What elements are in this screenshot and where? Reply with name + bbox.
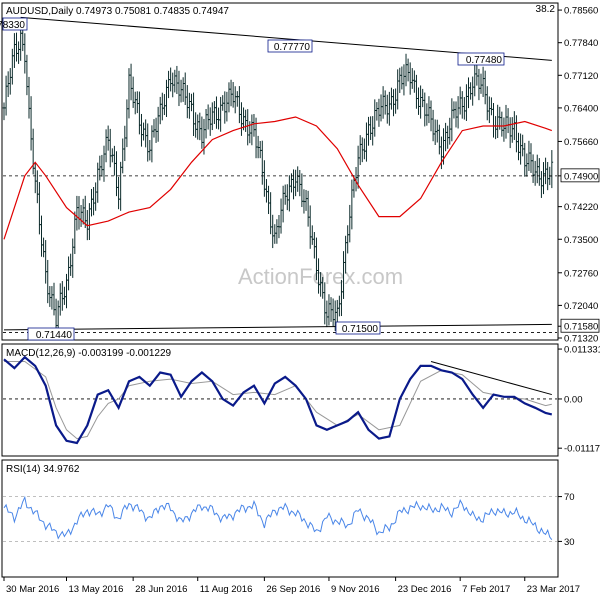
x-tick-label: 23 Mar 2017	[527, 584, 580, 595]
rsi-panel-frame	[1, 459, 559, 578]
price-y-tick-label: 0.77840	[564, 38, 598, 49]
rsi-line	[3, 495, 553, 541]
price-panel-frame	[1, 2, 559, 341]
ohlc-close: 0.74947	[193, 6, 230, 17]
price-y-tick-label: 0.78560	[564, 6, 598, 17]
ohlc-high: 0.75081	[115, 6, 152, 17]
price-y-tick-label: 0.74900	[564, 171, 598, 182]
fib-level-label: 38.2	[536, 4, 556, 15]
macd-y-tick-label: 0.00	[564, 394, 583, 405]
x-tick-label: 9 Nov 2016	[331, 584, 380, 595]
rsi-title: RSI(14) 34.9762	[6, 464, 80, 475]
rsi-panel: RSI(14) 34.9762 70 30	[1, 459, 575, 578]
price-panel: AUDUSD,Daily 0.74973 0.75081 0.74835 0.7…	[0, 2, 600, 345]
ohlc-open: 0.74973	[76, 6, 113, 17]
price-annotation-label: 0.71440	[36, 330, 73, 341]
price-annotation-label: 0.71500	[342, 324, 379, 335]
x-axis: 30 Mar 2016 13 May 2016 28 Jun 2016 11 Aug …	[3, 577, 580, 595]
ohlc-low: 0.74835	[154, 6, 191, 17]
price-y-tick-label: 0.72760	[564, 268, 598, 279]
last-price-box	[560, 168, 600, 183]
macd-panel-frame	[1, 343, 559, 457]
price-y-tick-label: 0.76400	[564, 103, 598, 114]
price-y-tick-label: 0.72040	[564, 301, 598, 312]
price-y-tick-label: 0.71320	[564, 334, 598, 345]
price-y-tick-label: 0.75660	[564, 137, 598, 148]
x-tick-label: 13 May 2016	[68, 584, 123, 595]
x-tick-label: 30 Mar 2016	[6, 584, 59, 595]
macd-y-tick-label: 0.011331	[564, 345, 600, 356]
price-annotation-label: 0.77480	[466, 55, 503, 66]
macd-title: MACD(12,26,9) -0.003199 -0.001229	[6, 348, 172, 359]
price-annotation-box	[335, 321, 381, 335]
price-annotation-box	[267, 39, 313, 53]
price-y-tick-label: 0.74220	[564, 202, 598, 213]
price-annotation-label: 0.78330	[0, 20, 25, 31]
price-panel-title: AUDUSD,Daily 0.74973 0.75081 0.74835 0.7…	[6, 6, 229, 17]
price-annotation-box	[27, 327, 75, 341]
price-annotation-box	[2, 17, 28, 31]
rsi-y-tick-label: 30	[564, 537, 575, 548]
x-tick-label: 11 Aug 2016	[200, 584, 253, 595]
x-tick-label: 7 Feb 2017	[462, 584, 510, 595]
price-annotation-box	[457, 52, 505, 66]
macd-trendline	[430, 361, 552, 396]
symbol-title: AUDUSD,Daily	[6, 6, 73, 17]
price-y-tick-label: 0.73500	[564, 235, 598, 246]
price-annotation-label: 0.77770	[274, 42, 311, 53]
x-tick-label: 23 Dec 2016	[398, 584, 452, 595]
rsi-y-tick-label: 70	[564, 492, 575, 503]
macd-y-tick-label: -0.011179	[564, 444, 600, 455]
macd-line	[3, 355, 553, 445]
price-trendline	[3, 323, 552, 331]
macd-panel: MACD(12,26,9) -0.003199 -0.001229 0.0113…	[1, 343, 600, 457]
price-y-tick-label: 0.71580	[564, 322, 598, 333]
moving-average-line	[3, 116, 553, 240]
x-tick-label: 28 Jun 2016	[135, 584, 187, 595]
x-tick-label: 26 Sep 2016	[266, 584, 320, 595]
support-price-box	[560, 318, 600, 333]
price-y-tick-label: 0.77120	[564, 71, 598, 82]
